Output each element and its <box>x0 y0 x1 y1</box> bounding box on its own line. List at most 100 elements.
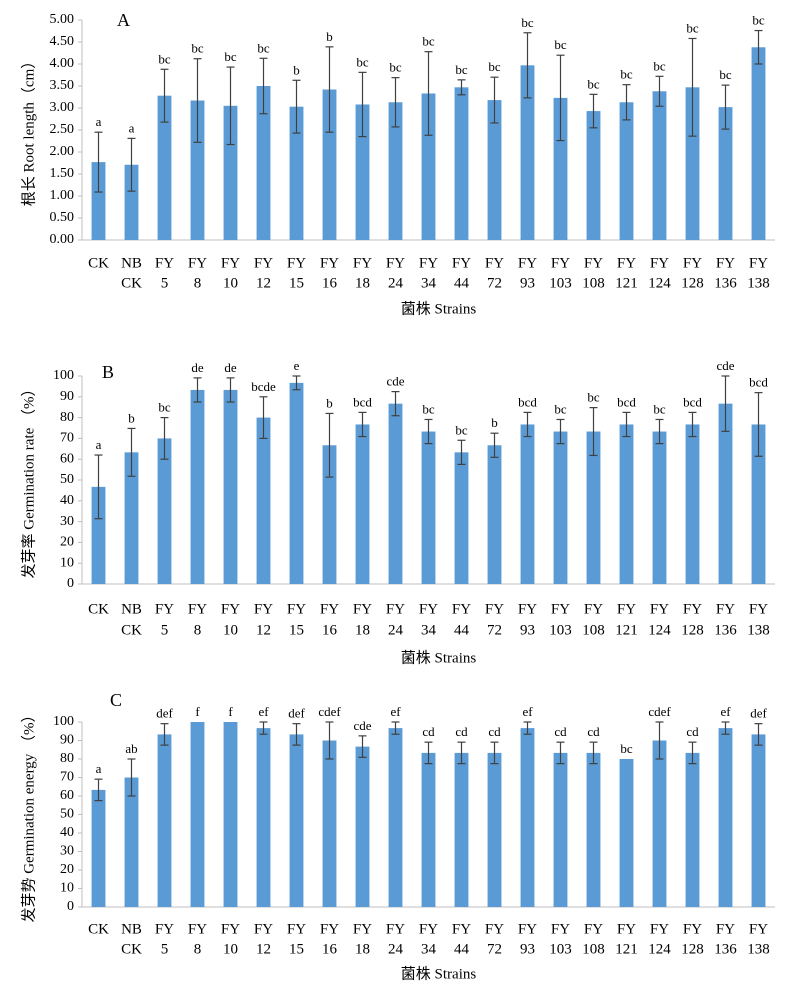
bar <box>487 100 502 240</box>
significance-letter: cdef <box>648 704 671 719</box>
significance-letter: bc <box>686 20 699 35</box>
x-tick-label-line2: 8 <box>194 622 202 638</box>
bar <box>157 95 172 241</box>
x-tick-label: FY <box>584 255 603 271</box>
significance-letter: bc <box>587 390 600 405</box>
significance-letter: bcd <box>749 375 768 390</box>
y-axis-title: 发芽率 Germination rate （%） <box>20 381 37 578</box>
bar <box>91 789 106 907</box>
significance-letter: b <box>326 29 333 44</box>
bar <box>289 382 304 584</box>
bar <box>487 445 502 584</box>
x-tick-label: FY <box>485 255 504 271</box>
bar <box>454 87 469 240</box>
x-tick-label: FY <box>617 255 636 271</box>
x-tick-label: FY <box>419 601 438 617</box>
y-tick-label: 60 <box>60 451 74 466</box>
significance-letter: bc <box>224 49 237 64</box>
bar <box>157 438 172 584</box>
significance-letter: bc <box>158 400 171 415</box>
y-tick-label: 40 <box>60 493 74 508</box>
bar <box>586 431 601 584</box>
x-tick-label: FY <box>254 601 273 617</box>
x-tick-label-line2: 93 <box>520 941 535 957</box>
x-tick-label-line2: 72 <box>487 275 502 291</box>
bar <box>553 431 568 584</box>
x-tick-label-line2: CK <box>121 275 142 291</box>
x-tick-label-line2: 121 <box>615 941 638 957</box>
significance-letter: cde <box>386 374 404 389</box>
bar <box>355 424 370 584</box>
significance-letter: ab <box>125 741 137 756</box>
x-tick-label: FY <box>749 601 768 617</box>
x-tick-label: FY <box>452 601 471 617</box>
x-tick-label-line2: 103 <box>549 622 572 638</box>
x-tick-label-line2: 5 <box>161 622 169 638</box>
x-tick-label-line2: 16 <box>322 622 338 638</box>
x-tick-label: FY <box>419 921 438 937</box>
x-tick-label-line2: 8 <box>194 941 202 957</box>
bar <box>421 431 436 584</box>
x-axis-title: 菌株 Strains <box>401 300 477 317</box>
significance-letter: bc <box>653 401 666 416</box>
significance-letter: ef <box>720 704 731 719</box>
significance-letter: b <box>326 395 333 410</box>
significance-letter: a <box>96 114 102 129</box>
x-tick-label-line2: 124 <box>648 622 671 638</box>
x-tick-label: FY <box>386 601 405 617</box>
bar <box>223 389 238 584</box>
x-tick-label: FY <box>617 601 636 617</box>
bar <box>421 93 436 240</box>
x-tick-label: FY <box>155 601 174 617</box>
significance-letter: bc <box>158 51 171 66</box>
significance-letter: bc <box>455 422 468 437</box>
bar <box>685 752 700 907</box>
x-tick-label: FY <box>386 255 405 271</box>
x-tick-label-line2: 136 <box>714 275 737 291</box>
bar <box>91 486 106 584</box>
x-tick-label: FY <box>155 921 174 937</box>
significance-letter: ef <box>258 704 269 719</box>
x-tick-label-line2: 12 <box>256 275 271 291</box>
significance-letter: bc <box>620 741 633 756</box>
y-tick-label: 20 <box>60 535 74 550</box>
x-tick-label: FY <box>353 921 372 937</box>
y-tick-label: 4.00 <box>50 56 75 71</box>
bar <box>751 424 766 584</box>
x-tick-label-line2: 72 <box>487 622 502 638</box>
x-tick-label-line2: 103 <box>549 941 572 957</box>
x-tick-label: FY <box>551 921 570 937</box>
significance-letter: a <box>96 437 102 452</box>
panel-a-root-length-chart: A 0.00 0.50 1.00 1.50 2.00 2.50 3.00 3.50 4.00 4.5… <box>20 10 775 317</box>
y-tick-label: 20 <box>60 862 74 877</box>
x-tick-label-line2: 128 <box>681 622 704 638</box>
y-tick-label: 100 <box>53 714 74 729</box>
significance-letter: bcd <box>617 394 636 409</box>
significance-letter: bc <box>389 60 402 75</box>
x-tick-label-line2: 138 <box>747 622 770 638</box>
bar <box>388 102 403 240</box>
significance-letter: e <box>294 358 300 373</box>
x-tick-label: FY <box>452 255 471 271</box>
x-tick-label: FY <box>188 601 207 617</box>
x-tick-label: FY <box>221 255 240 271</box>
bar <box>421 752 436 907</box>
y-tick-label: 50 <box>60 472 74 487</box>
significance-letter: def <box>750 706 767 721</box>
y-tick-label: 90 <box>60 389 74 404</box>
x-tick-label: FY <box>749 921 768 937</box>
significance-letter: f <box>195 704 200 719</box>
significance-letter: bc <box>521 15 534 30</box>
x-tick-label-line2: 12 <box>256 941 271 957</box>
x-tick-label-line2: 16 <box>322 941 338 957</box>
x-tick-label-line2: 34 <box>421 941 437 957</box>
x-tick-label: FY <box>518 601 537 617</box>
x-tick-label: FY <box>617 921 636 937</box>
y-tick-label: 100 <box>53 368 74 383</box>
y-tick-label: 4.50 <box>50 34 75 49</box>
significance-letter: a <box>129 120 135 135</box>
x-tick-label: FY <box>254 921 273 937</box>
bar <box>91 162 106 240</box>
bar <box>619 424 634 584</box>
bar <box>454 452 469 584</box>
